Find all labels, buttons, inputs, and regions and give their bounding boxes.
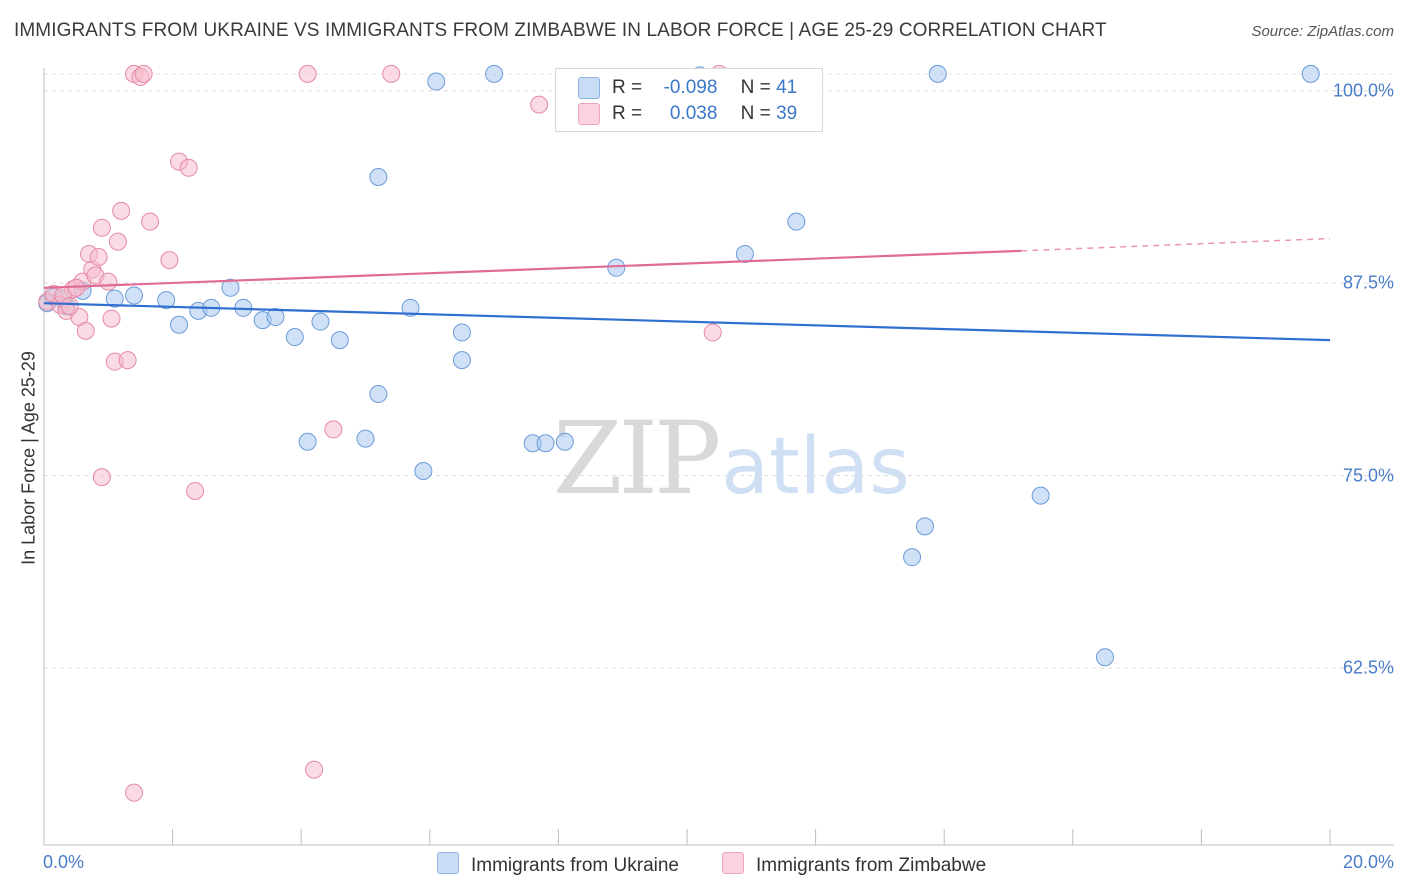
legend-n-label: N = (740, 103, 771, 125)
y-tick-label: 100.0% (1332, 80, 1394, 101)
zimbabwe-point (179, 158, 198, 177)
zimbabwe-point (298, 64, 317, 83)
zimbabwe-point (112, 201, 131, 220)
series-legend-ukraine[interactable]: Immigrants from Ukraine (437, 852, 679, 877)
ukraine-point (221, 278, 240, 297)
ukraine-point (311, 312, 330, 331)
zimbabwe-point (134, 64, 153, 83)
legend-r-value-zimbabwe: 0.038 (669, 103, 718, 125)
zimbabwe-point (125, 783, 144, 802)
series-legend-zimbabwe[interactable]: Immigrants from Zimbabwe (722, 852, 986, 877)
grid-lines (44, 73, 1392, 669)
ukraine-point (928, 64, 947, 83)
watermark: ZIPatlas (553, 400, 910, 517)
ukraine-point (1301, 64, 1320, 83)
legend-n-value-ukraine: 41 (776, 77, 798, 99)
ukraine-point (330, 331, 349, 350)
zimbabwe-point (324, 420, 343, 439)
y-tick-label: 87.5% (1342, 272, 1394, 293)
legend-n-value-zimbabwe: 39 (776, 103, 798, 125)
zimbabwe-point (108, 232, 127, 251)
ukraine-point (452, 351, 471, 370)
legend-swatch-ukraine (578, 77, 600, 99)
ukraine-points (38, 64, 1320, 667)
zimbabwe-trend-extension (1021, 237, 1331, 252)
ukraine-point (903, 548, 922, 567)
zimbabwe-point (703, 323, 722, 342)
ukraine-point (452, 323, 471, 342)
ukraine-point (170, 315, 189, 334)
stats-legend: R = -0.098 N = 41 R = 0.038 N = 39 (555, 68, 823, 132)
watermark-zip: ZIP (553, 400, 721, 517)
legend-r-label: R = (612, 103, 643, 125)
ukraine-point (285, 328, 304, 347)
source-credit: Source: ZipAtlas.com (1251, 23, 1394, 40)
axes (43, 68, 1394, 846)
ukraine-point (266, 308, 285, 327)
y-tick-label: 62.5% (1342, 657, 1394, 678)
ukraine-point (125, 286, 144, 305)
trend-lines (43, 237, 1331, 342)
y-tick-label: 75.0% (1342, 465, 1394, 486)
x-tick-max: 20.0% (1342, 852, 1394, 872)
legend-row-zimbabwe: R = 0.038 N = 39 (578, 103, 797, 125)
zimbabwe-point (102, 309, 121, 328)
ukraine-point (485, 64, 504, 83)
x-tick-min: 0.0% (43, 852, 85, 872)
zimbabwe-point (382, 64, 401, 83)
ukraine-point (414, 461, 433, 480)
zimbabwe-point (92, 218, 111, 237)
ukraine-point (735, 244, 754, 263)
legend-r-value-ukraine: -0.098 (663, 77, 718, 99)
legend-r-label: R = (612, 77, 643, 99)
zimbabwe-point (118, 351, 137, 370)
zimbabwe-point (92, 468, 111, 487)
series-label-ukraine: Immigrants from Ukraine (471, 855, 679, 876)
zimbabwe-point (60, 297, 79, 316)
zimbabwe-point (186, 481, 205, 500)
ukraine-point (298, 432, 317, 451)
zimbabwe-point (89, 248, 108, 267)
chart-title: IMMIGRANTS FROM UKRAINE VS IMMIGRANTS FR… (14, 20, 1107, 41)
zimbabwe-point (99, 272, 118, 291)
zimbabwe-point (160, 251, 179, 270)
legend-n-label: N = (740, 77, 771, 99)
series-swatch-zimbabwe (722, 852, 744, 874)
zimbabwe-point (305, 760, 324, 779)
ukraine-point (555, 432, 574, 451)
legend-swatch-zimbabwe (578, 103, 600, 125)
ukraine-point (915, 517, 934, 536)
ukraine-point (607, 258, 626, 277)
ukraine-trend-line (43, 302, 1331, 342)
zimbabwe-trend-line (43, 249, 1022, 289)
ukraine-point (1095, 648, 1114, 667)
ukraine-point (157, 291, 176, 310)
series-swatch-ukraine (437, 852, 459, 874)
ukraine-point (1031, 486, 1050, 505)
legend-row-ukraine: R = -0.098 N = 41 (578, 77, 797, 99)
watermark-atlas: atlas (721, 422, 910, 512)
ukraine-point (787, 212, 806, 231)
series-label-zimbabwe: Immigrants from Zimbabwe (756, 855, 987, 876)
zimbabwe-point (76, 321, 95, 340)
ukraine-point (369, 385, 388, 404)
ukraine-point (536, 434, 555, 453)
ukraine-point (401, 298, 420, 317)
ukraine-point (105, 289, 124, 308)
ukraine-point (427, 72, 446, 91)
zimbabwe-point (141, 212, 160, 231)
ukraine-point (356, 429, 375, 448)
y-axis-label: In Labor Force | Age 25-29 (18, 351, 39, 565)
zimbabwe-point (530, 95, 549, 114)
ukraine-point (369, 167, 388, 186)
